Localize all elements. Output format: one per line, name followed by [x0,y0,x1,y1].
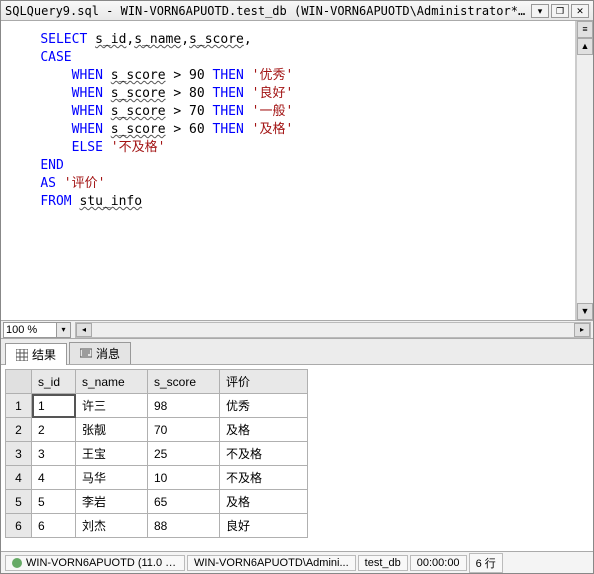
grid-header-row: s_ids_names_score评价 [6,370,308,394]
table-row[interactable]: 66刘杰88良好 [6,514,308,538]
status-user: WIN-VORN6APUOTD\Admini... [187,555,356,571]
table-row[interactable]: 33王宝25不及格 [6,442,308,466]
zoom-scroll-row: 100 % ▾ ◂ ▸ [1,321,593,339]
tab-messages[interactable]: 消息 [69,342,131,364]
cell[interactable]: 马华 [76,466,148,490]
scroll-page-up[interactable]: ▲ [577,38,593,55]
connected-icon [12,558,22,568]
zoom-dropdown[interactable]: ▾ [57,322,71,338]
grid-corner [6,370,32,394]
ssms-window: SQLQuery9.sql - WIN-VORN6APUOTD.test_db … [0,0,594,574]
status-rows: 6 行 [469,553,503,573]
cell[interactable]: 王宝 [76,442,148,466]
sql-code[interactable]: SELECT s_id,s_name,s_score, CASE WHEN s_… [1,21,575,211]
table-row[interactable]: 22张靓70及格 [6,418,308,442]
row-header[interactable]: 4 [6,466,32,490]
zoom-level[interactable]: 100 % [3,322,57,338]
table-row[interactable]: 44马华10不及格 [6,466,308,490]
table-row[interactable]: 55李岩65及格 [6,490,308,514]
cell[interactable]: 5 [32,490,76,514]
cell[interactable]: 6 [32,514,76,538]
column-header[interactable]: s_name [76,370,148,394]
column-header[interactable]: 评价 [220,370,308,394]
dropdown-button[interactable]: ▾ [531,4,549,18]
cell[interactable]: 4 [32,466,76,490]
scroll-left-icon[interactable]: ◂ [76,323,92,337]
code-viewport[interactable]: SELECT s_id,s_name,s_score, CASE WHEN s_… [1,21,576,320]
close-button[interactable]: ✕ [571,4,589,18]
scroll-down-icon[interactable]: ▼ [577,303,593,320]
horizontal-scrollbar[interactable]: ◂ ▸ [75,322,591,338]
cell[interactable]: 2 [32,418,76,442]
col-s-score: s_score [189,32,244,47]
column-header[interactable]: s_id [32,370,76,394]
row-header[interactable]: 2 [6,418,32,442]
column-header[interactable]: s_score [148,370,220,394]
cell[interactable]: 65 [148,490,220,514]
vertical-scrollbar[interactable]: ≡ ▲ ▼ [576,21,593,320]
cell[interactable]: 刘杰 [76,514,148,538]
kw-as: AS [40,176,56,191]
status-db: test_db [358,555,408,571]
tab-messages-label: 消息 [96,345,120,362]
cell[interactable]: 不及格 [220,442,308,466]
cell[interactable]: 3 [32,442,76,466]
status-time: 00:00:00 [410,555,467,571]
kw-from: FROM [40,194,71,209]
row-header[interactable]: 5 [6,490,32,514]
cell[interactable]: 不及格 [220,466,308,490]
cell[interactable]: 98 [148,394,220,418]
row-header[interactable]: 1 [6,394,32,418]
status-server: WIN-VORN6APUOTD (11.0 RTM) [5,555,185,571]
tab-results-label: 结果 [32,346,56,363]
results-grid[interactable]: s_ids_names_score评价 11许三98优秀22张靓70及格33王宝… [5,369,308,538]
cell[interactable]: 许三 [76,394,148,418]
editor-area: SELECT s_id,s_name,s_score, CASE WHEN s_… [1,21,593,321]
cell[interactable]: 25 [148,442,220,466]
cell[interactable]: 李岩 [76,490,148,514]
window-buttons: ▾ ❐ ✕ [531,4,589,18]
col-s-id: s_id [95,32,126,47]
row-header[interactable]: 3 [6,442,32,466]
tab-results[interactable]: 结果 [5,343,67,365]
scroll-right-icon[interactable]: ▸ [574,323,590,337]
cell[interactable]: 张靓 [76,418,148,442]
cell[interactable]: 70 [148,418,220,442]
statusbar: WIN-VORN6APUOTD (11.0 RTM) WIN-VORN6APUO… [1,551,593,573]
grid-icon [16,349,28,361]
col-s-name: s_name [134,32,181,47]
scroll-up-icon[interactable]: ≡ [577,21,593,38]
result-tabs: 结果 消息 [1,339,593,365]
kw-case: CASE [40,50,71,65]
window-title: SQLQuery9.sql - WIN-VORN6APUOTD.test_db … [5,4,531,18]
table-name: stu_info [79,194,142,209]
kw-end: END [40,158,63,173]
cell[interactable]: 良好 [220,514,308,538]
cell[interactable]: 10 [148,466,220,490]
messages-icon [80,348,92,360]
cell[interactable]: 优秀 [220,394,308,418]
kw-select: SELECT [40,32,87,47]
table-row[interactable]: 11许三98优秀 [6,394,308,418]
results-panel: s_ids_names_score评价 11许三98优秀22张靓70及格33王宝… [1,365,593,551]
cell[interactable]: 88 [148,514,220,538]
cell[interactable]: 1 [32,394,76,418]
restore-button[interactable]: ❐ [551,4,569,18]
row-header[interactable]: 6 [6,514,32,538]
cell[interactable]: 及格 [220,418,308,442]
cell[interactable]: 及格 [220,490,308,514]
titlebar: SQLQuery9.sql - WIN-VORN6APUOTD.test_db … [1,1,593,21]
